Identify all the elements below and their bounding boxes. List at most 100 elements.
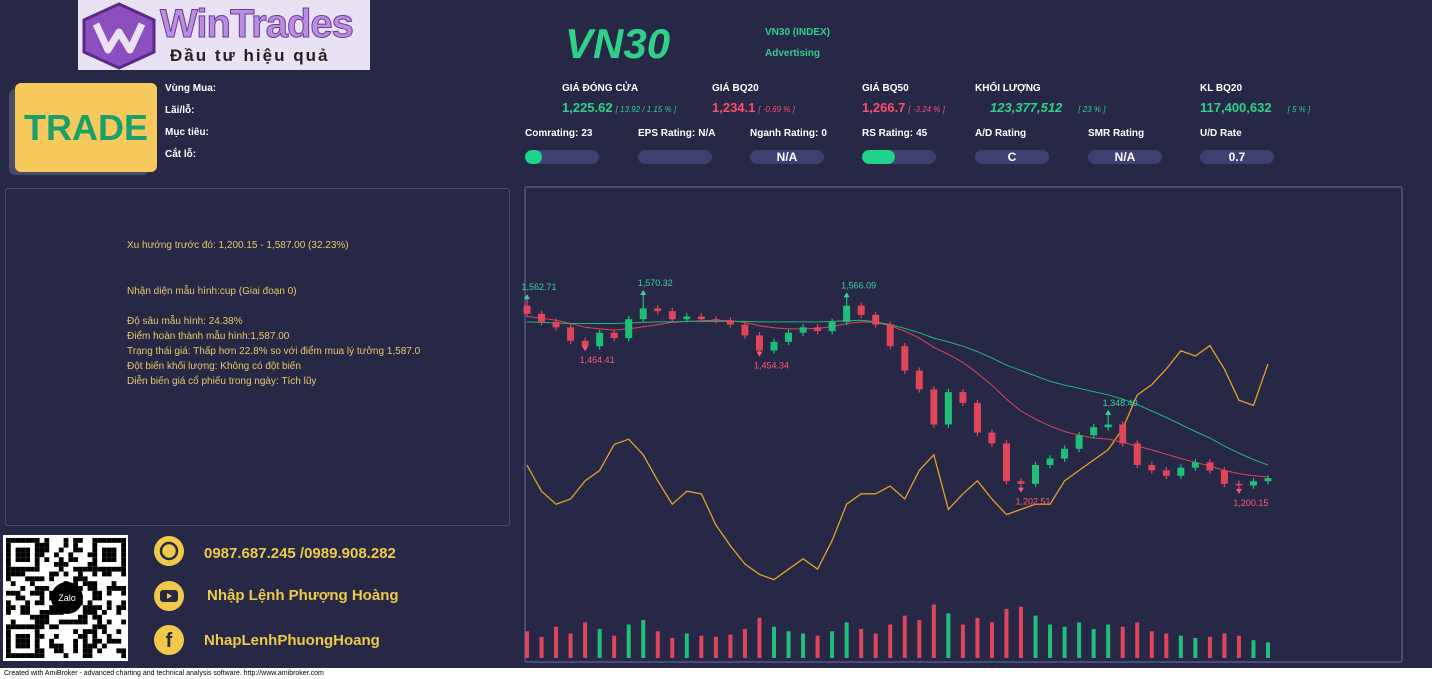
analysis-line: Đột biến khối lượng: Không có đột biến (127, 361, 301, 372)
price-annotation: 1,202.51 (1015, 497, 1050, 507)
annotation-arrow (1018, 487, 1024, 493)
stat-label: KL BQ20 (1200, 83, 1243, 94)
candle-body (814, 327, 822, 332)
rating-label: Nganh Rating: 0 (750, 128, 827, 139)
candle-body (1177, 467, 1185, 476)
annotation-arrow (582, 346, 589, 352)
stat-row: 1,266.7[ -3.24 % ] (862, 99, 945, 117)
candle-body (799, 327, 807, 333)
candle-body (1032, 465, 1040, 484)
rating-bar (862, 150, 896, 164)
candle-body (639, 308, 647, 320)
annotation-arrow (843, 292, 850, 298)
annotation-arrow (524, 294, 530, 300)
volume-bar (975, 617, 980, 658)
volume-bar (786, 631, 791, 658)
analysis-line: Xu hướng trước đó: 1,200.15 - 1,587.00 (… (127, 240, 349, 251)
price-annotation: 1,570.32 (638, 278, 673, 288)
candle-body (1249, 481, 1257, 486)
stat-row: 117,400,632 [ 5 % ] (1200, 99, 1310, 117)
symbol-note: Advertising (765, 48, 821, 59)
candle-body (973, 402, 981, 433)
candle-body (552, 321, 560, 328)
volume-bar (830, 631, 835, 658)
volume-bar (1033, 615, 1038, 658)
qr-label: Zalo (51, 582, 83, 614)
candle-body (1046, 458, 1054, 465)
price-annotation: 1,200.15 (1233, 498, 1268, 508)
candle-body (654, 308, 662, 312)
logo-title: WinTrades (160, 2, 355, 47)
volume-bar (757, 617, 762, 658)
oscillator-line (526, 344, 1269, 581)
qr-pattern (6, 538, 126, 658)
volume-bar (699, 635, 704, 658)
candle-body (1017, 481, 1025, 484)
volume-bar (1091, 629, 1096, 658)
rating-value: 45 (916, 128, 928, 139)
symbol-desc: VN30 (INDEX) (765, 27, 831, 38)
candle-body (726, 320, 734, 325)
annotation-arrow (1235, 488, 1242, 494)
logo-icon (82, 2, 156, 70)
phone-icon (154, 536, 184, 566)
candle-body (741, 324, 749, 336)
volume-bar (1062, 626, 1067, 658)
volume-bar (1149, 631, 1154, 658)
candle-body (581, 340, 589, 347)
phone: 0987.687.245 /0989.908.282 (204, 545, 396, 562)
candle-body (944, 392, 952, 425)
rating-pill: N/A (750, 150, 824, 164)
stat-label: KHỐI LƯỢNG (975, 83, 1041, 94)
rating-name: RS Rating: (862, 128, 914, 139)
rating-label: A/D Rating (975, 128, 1026, 139)
rating-value: 23 (581, 128, 593, 139)
candle-body (538, 313, 546, 322)
moving-average (526, 319, 1269, 466)
rating-pill-text: C (1007, 150, 1017, 164)
candle-body (1090, 427, 1098, 436)
annotation-arrow (756, 351, 763, 357)
field-label: Lãi/lỗ: (165, 105, 195, 116)
stat-row: 123,377,512 [ 23 % ] (990, 99, 1105, 117)
candle-body (1162, 470, 1170, 476)
volume-bar (1019, 606, 1023, 658)
stat-value: 1,225.62 (562, 100, 613, 115)
volume-bar (641, 620, 646, 658)
volume-bar (568, 633, 573, 658)
facebook-icon (154, 625, 184, 655)
volume-bar (960, 624, 965, 658)
candle-body (1061, 448, 1069, 459)
volume-bar (742, 629, 747, 658)
rating-pill: 0.7 (1200, 150, 1274, 164)
contact-icons: f (154, 536, 184, 655)
candle-body (857, 305, 865, 315)
rating-label: U/D Rate (1200, 128, 1242, 139)
candle-body (668, 311, 676, 320)
field-label: Vùng Mua: (165, 83, 217, 94)
stat-label: GIÁ BQ20 (712, 83, 759, 94)
volume-bar (1193, 637, 1198, 658)
rating-pill-text: N/A (776, 150, 798, 164)
candle-body (770, 341, 778, 351)
volume-bar (713, 636, 718, 658)
trade-badge: TRADE (15, 83, 157, 172)
rating-pill (638, 150, 712, 164)
candle-body (1148, 465, 1156, 471)
candle-body (567, 327, 575, 341)
volume-bar (917, 620, 922, 658)
volume-bar (772, 626, 776, 658)
volume-bar (1236, 635, 1241, 658)
volume-bar (525, 631, 529, 658)
annotation-arrow (1105, 409, 1112, 415)
volume-bar (626, 624, 631, 658)
candle-body (1002, 443, 1010, 482)
stat-note: [ -3.24 % ] (908, 105, 945, 114)
rating-name: U/D Rate (1200, 128, 1242, 139)
volume-bar (670, 637, 675, 658)
rating-label: Comrating: 23 (525, 128, 592, 139)
stat-label: GIÁ ĐÓNG CỬA (562, 83, 639, 94)
stat-note: [ 23 % ] (1078, 105, 1106, 114)
rating-label: RS Rating: 45 (862, 128, 927, 139)
candle-body (843, 305, 851, 322)
